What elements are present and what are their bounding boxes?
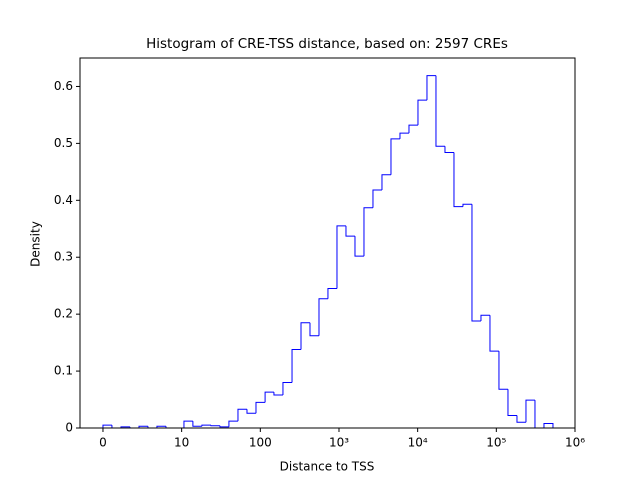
- histogram-bin: [372, 189, 382, 208]
- histogram-bin: [273, 392, 283, 396]
- histogram-bin: [156, 425, 166, 428]
- histogram-bin: [255, 401, 266, 414]
- histogram-bin: [381, 174, 391, 191]
- x-tick-label: 10⁴: [408, 436, 428, 450]
- y-axis-label: Density: [29, 221, 43, 267]
- plot-frame: [79, 57, 576, 429]
- histogram-bin: [543, 422, 554, 428]
- histogram-bin: [318, 298, 328, 336]
- histogram-bin: [453, 152, 463, 208]
- histogram-bin: [408, 124, 418, 134]
- histogram-bin: [282, 381, 293, 395]
- histogram-bin: [219, 425, 229, 428]
- y-tick-label: 0.4: [54, 193, 73, 207]
- y-tick-label: 0.6: [54, 79, 73, 93]
- x-tick-label: 100: [249, 436, 272, 450]
- histogram-bin: [507, 389, 517, 416]
- y-tick-label: 0.1: [54, 364, 73, 378]
- y-tick-label: 0.5: [54, 136, 73, 150]
- histogram-bin: [102, 424, 112, 428]
- y-tick-label: 0: [65, 421, 73, 435]
- histogram-bin: [210, 425, 220, 427]
- histogram-bin: [363, 207, 373, 257]
- histogram-bin: [327, 288, 337, 299]
- histogram-bin: [300, 322, 310, 350]
- histogram-bin: [426, 75, 436, 101]
- histogram-bin: [480, 314, 490, 321]
- histogram-bin: [138, 425, 148, 428]
- chart-title: Histogram of CRE-TSS distance, based on:…: [146, 36, 508, 52]
- histogram-bin: [516, 415, 526, 423]
- x-tick-label: 0: [99, 436, 107, 450]
- x-tick-label: 10: [174, 436, 189, 450]
- histogram-bin: [498, 351, 508, 390]
- histogram-bin: [525, 399, 535, 423]
- histogram-bin: [471, 204, 481, 322]
- histogram-bin: [228, 420, 238, 427]
- histogram-bin: [462, 203, 472, 207]
- histogram-bin: [336, 225, 346, 289]
- histogram-bin: [399, 132, 409, 139]
- x-tick-label: 10⁵: [486, 436, 506, 450]
- histogram-bin: [354, 236, 364, 257]
- histogram-bin: [264, 391, 274, 403]
- histogram-bin: [435, 75, 445, 147]
- histogram-bin: [246, 409, 256, 414]
- histogram-bin: [309, 322, 319, 337]
- x-tick-label: 10⁶: [565, 436, 585, 450]
- x-axis-label: Distance to TSS: [280, 460, 375, 474]
- histogram-bin: [291, 348, 302, 383]
- histogram-bin: [390, 138, 400, 175]
- histogram-bin: [489, 315, 499, 352]
- histogram-bin: [192, 421, 202, 427]
- histogram-bin: [444, 146, 454, 153]
- histogram-bin: [345, 225, 355, 237]
- histogram-bin: [183, 420, 193, 428]
- y-tick-label: 0.3: [54, 250, 73, 264]
- histogram-bin: [201, 424, 211, 427]
- histogram-bin: [417, 99, 427, 126]
- y-tick-label: 0.2: [54, 307, 73, 321]
- x-tick-label: 10³: [329, 436, 349, 450]
- histogram-bin: [237, 408, 247, 422]
